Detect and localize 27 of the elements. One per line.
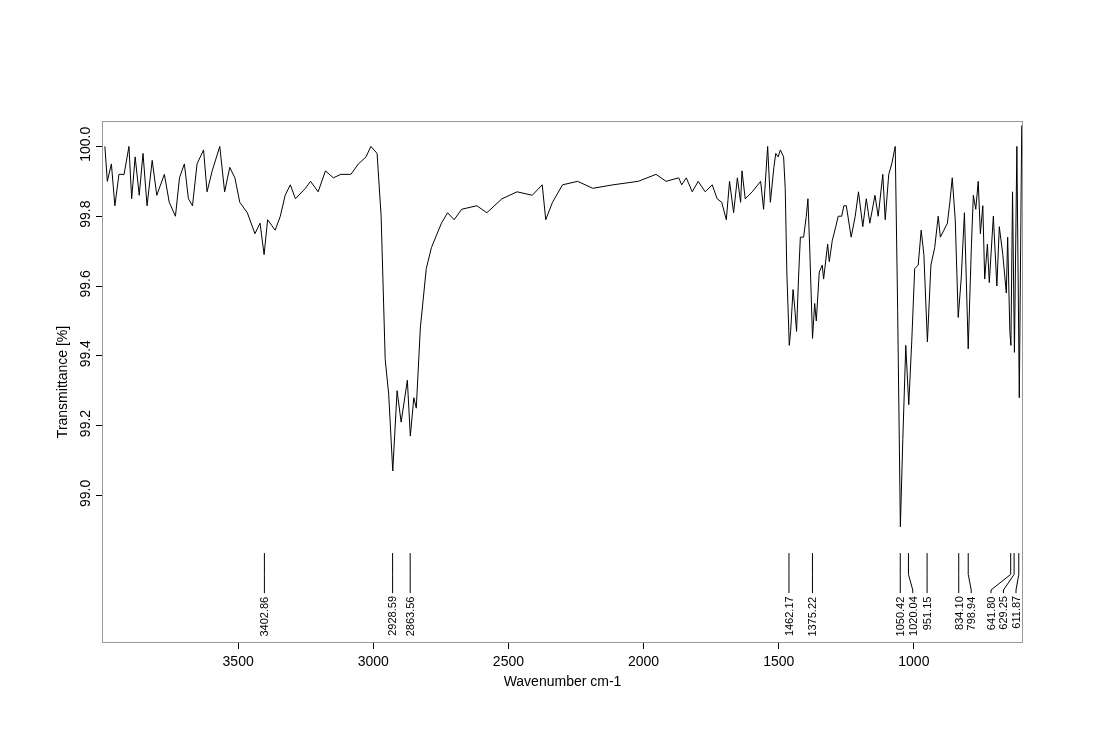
annotation: 3402.86 — [258, 596, 271, 637]
annotation: 1050.42 — [894, 596, 907, 637]
y-tick-label: 99.6 — [77, 270, 94, 298]
x-tick-label: 3000 — [357, 652, 390, 669]
x-tick-label: 2000 — [628, 652, 660, 669]
x-axis-title: Wavenumber cm-1 — [503, 673, 622, 690]
annotation: 1020.04 — [906, 596, 919, 636]
annotation: 2928.59 — [386, 595, 399, 636]
annotation: 611.87 — [1010, 595, 1023, 629]
annotation: 2863.56 — [404, 596, 417, 637]
y-tick-label: 99.0 — [77, 479, 94, 507]
annotation: 798.94 — [965, 596, 978, 631]
y-tick-label: 100.0 — [77, 126, 94, 162]
annotation: 834.10 — [952, 596, 965, 630]
x-tick-label: 1500 — [763, 652, 795, 669]
annotation: 1375.22 — [806, 596, 819, 637]
y-axis-title: Transmittance [%] — [54, 325, 70, 439]
annotation: 641.80 — [984, 596, 997, 631]
y-tick-label: 99.2 — [77, 409, 94, 438]
x-tick-label: 1000 — [898, 652, 930, 669]
x-tick-label: 2500 — [492, 652, 525, 669]
annotation: 1462.17 — [782, 596, 795, 637]
y-tick-label: 99.8 — [77, 200, 94, 228]
annotation: 951.15 — [920, 596, 933, 631]
annotation: 629.25 — [997, 596, 1010, 630]
y-tick-label: 99.4 — [77, 339, 94, 368]
x-tick-label: 3500 — [222, 652, 254, 669]
